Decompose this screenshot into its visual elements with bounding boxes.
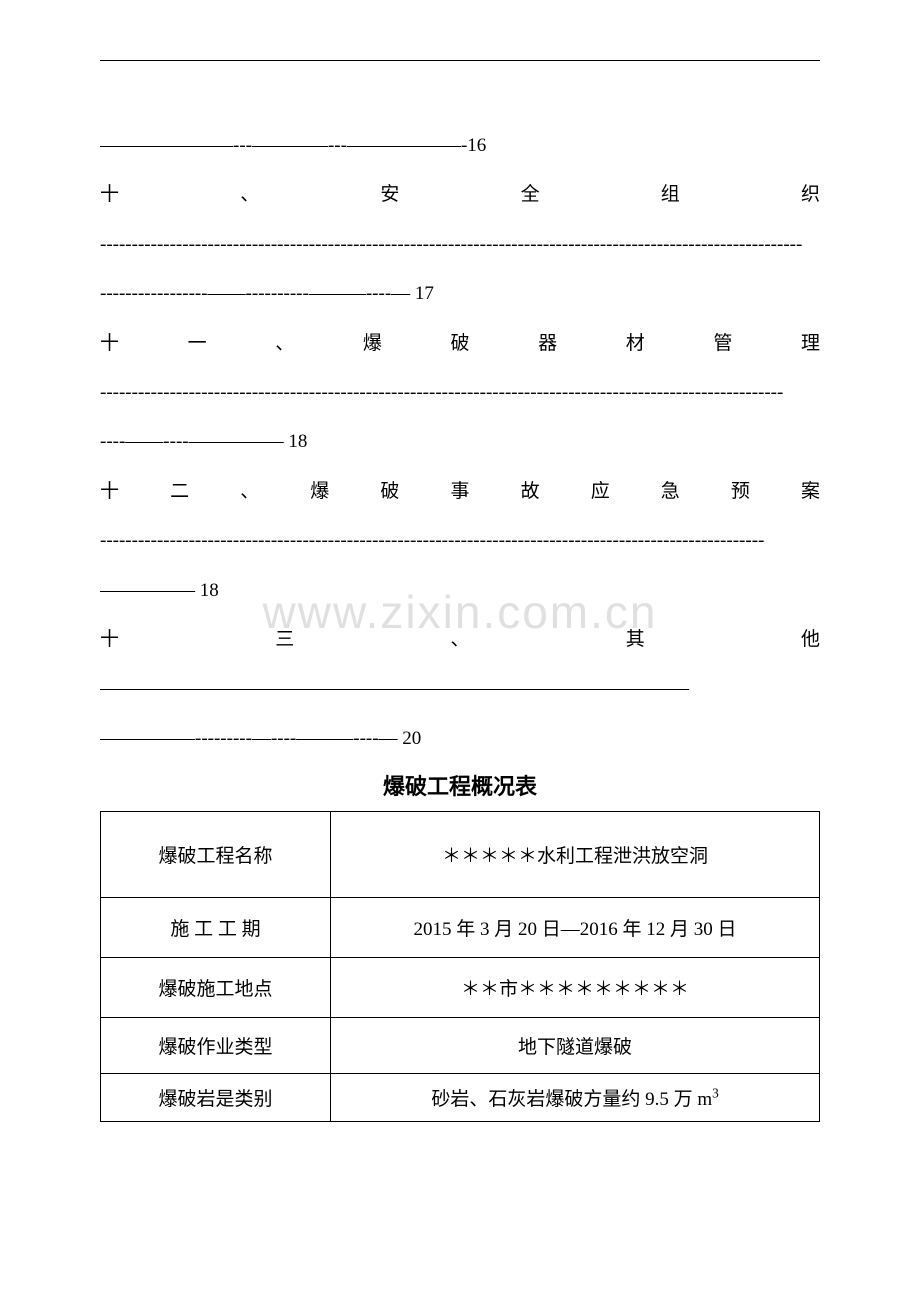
row-label: 施 工 工 期 bbox=[101, 898, 331, 958]
overview-table: 爆破工程名称＊＊＊＊＊水利工程泄洪放空洞施 工 工 期2015 年 3 月 20… bbox=[100, 811, 820, 1122]
toc-item-12-dashes: ----------------------------------------… bbox=[100, 516, 820, 565]
toc-item-11-title: 十 一 、 爆 破 器 材 管 理 bbox=[100, 319, 820, 368]
row-value: ＊＊市＊＊＊＊＊＊＊＊＊ bbox=[331, 958, 820, 1018]
table-row: 爆破施工地点＊＊市＊＊＊＊＊＊＊＊＊ bbox=[101, 958, 820, 1018]
toc-item-12-tail: ————— 18 bbox=[100, 566, 820, 615]
row-label: 爆破岩是类别 bbox=[101, 1074, 331, 1122]
row-value: ＊＊＊＊＊水利工程泄洪放空洞 bbox=[331, 812, 820, 898]
row-value: 地下隧道爆破 bbox=[331, 1018, 820, 1074]
toc-item-12-title: 十 二 、 爆 破 事 故 应 急 预 案 bbox=[100, 467, 820, 516]
row-label: 爆破作业类型 bbox=[101, 1018, 331, 1074]
top-horizontal-rule bbox=[100, 60, 820, 61]
overview-table-title: 爆破工程概况表 bbox=[100, 769, 820, 801]
overview-table-body: 爆破工程名称＊＊＊＊＊水利工程泄洪放空洞施 工 工 期2015 年 3 月 20… bbox=[101, 812, 820, 1122]
toc-item-11-tail: ----——----————— 18 bbox=[100, 417, 820, 466]
toc-item-10-dashes: ----------------------------------------… bbox=[100, 220, 820, 269]
toc-item-10-tail: -----------------——----------———----— 17 bbox=[100, 269, 820, 318]
table-row: 施 工 工 期2015 年 3 月 20 日—2016 年 12 月 30 日 bbox=[101, 898, 820, 958]
table-of-contents: ———————---————---——————-16 十 、 安 全 组 织 -… bbox=[100, 121, 820, 763]
toc-item-11-dashes: ----------------------------------------… bbox=[100, 368, 820, 417]
toc-item-13-tail: —————---------—----———----— 20 bbox=[100, 714, 820, 763]
toc-item-13-title: 十 三 、 其 他 bbox=[100, 615, 820, 664]
toc-item-13-dashes: ——————————————————————————————— bbox=[100, 664, 820, 713]
table-row: 爆破工程名称＊＊＊＊＊水利工程泄洪放空洞 bbox=[101, 812, 820, 898]
table-row: 爆破作业类型地下隧道爆破 bbox=[101, 1018, 820, 1074]
row-label: 爆破施工地点 bbox=[101, 958, 331, 1018]
table-row: 爆破岩是类别砂岩、石灰岩爆破方量约 9.5 万 m3 bbox=[101, 1074, 820, 1122]
toc-prev-tail: ———————---————---——————-16 bbox=[100, 121, 820, 170]
toc-item-10-title: 十 、 安 全 组 织 bbox=[100, 170, 820, 219]
row-label: 爆破工程名称 bbox=[101, 812, 331, 898]
row-value: 2015 年 3 月 20 日—2016 年 12 月 30 日 bbox=[331, 898, 820, 958]
row-value: 砂岩、石灰岩爆破方量约 9.5 万 m3 bbox=[331, 1074, 820, 1122]
